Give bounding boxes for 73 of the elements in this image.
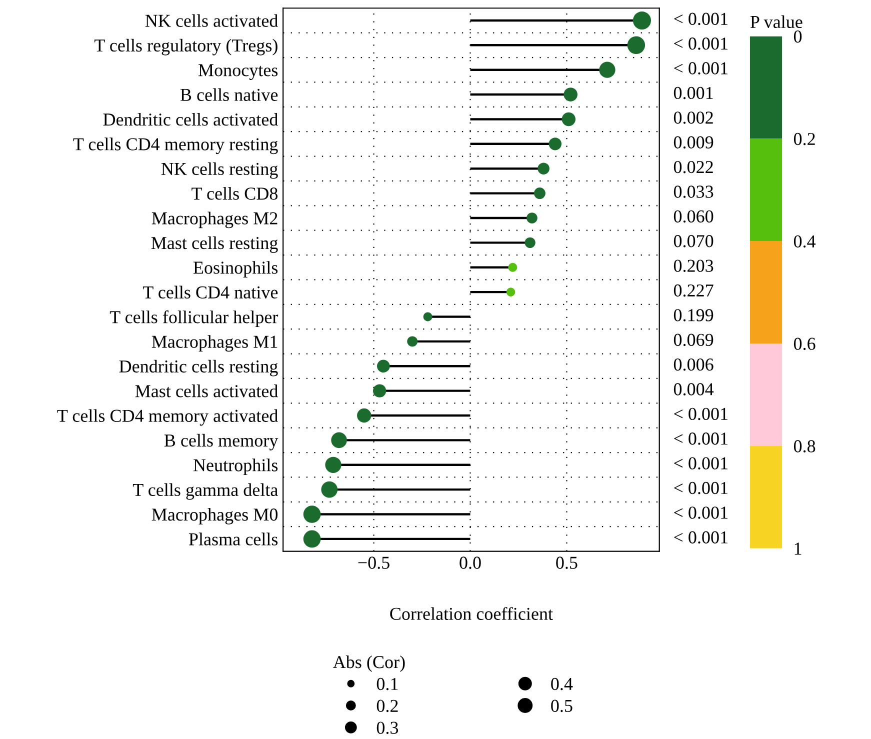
x-tick-label: 0.5	[556, 556, 578, 569]
text: < 0.001	[674, 62, 728, 74]
y-tick-label: 0.4	[794, 235, 816, 248]
text: 0.001	[674, 86, 713, 100]
text: 0.022	[674, 160, 713, 174]
y-tick-label: Dendritic cells resting	[119, 360, 278, 376]
text: 0.203	[674, 260, 714, 272]
text: 0.227	[674, 284, 714, 297]
text: < 0.001	[674, 506, 728, 519]
y-tick-label: Eosinophils	[193, 261, 278, 278]
bar	[750, 446, 782, 548]
point	[357, 408, 372, 423]
y-tick-label: Macrophages M2	[152, 212, 278, 228]
y-tick-label: T cells CD8	[192, 187, 278, 200]
y-tick-label: Plasma cells	[188, 532, 278, 546]
point	[376, 360, 390, 373]
y-tick-label: B cells native	[180, 88, 278, 101]
text: 0.002	[674, 112, 713, 124]
y-tick-label: Macrophages M0	[152, 508, 278, 524]
y-tick-label: T cells regulatory (Tregs)	[94, 38, 278, 56]
point	[548, 138, 562, 150]
bar	[750, 36, 782, 139]
y-tick-label: T cells CD4 memory resting	[73, 138, 278, 154]
y-tick-label: 0	[794, 30, 802, 43]
bar	[750, 343, 782, 446]
y-tick-label: Macrophages M1	[152, 335, 278, 352]
y-tick-label: 0.2	[794, 132, 815, 146]
y-tick-label: 1	[794, 542, 802, 555]
x-tick-label: 0.0	[460, 556, 481, 569]
point	[562, 112, 576, 126]
bar	[750, 138, 782, 242]
text: < 0.001	[674, 432, 728, 445]
text: 0.033	[674, 186, 714, 198]
y-tick-label: NK cells activated	[145, 14, 278, 27]
y-tick-label: T cells follicular helper	[110, 310, 278, 327]
text: 0.004	[674, 383, 714, 396]
text: < 0.001	[674, 457, 728, 470]
y-tick-label: Mast cells activated	[135, 384, 278, 398]
y-tick-label: 0.8	[794, 440, 816, 452]
text: 0.069	[674, 334, 714, 346]
y-tick-label: Dendritic cells activated	[103, 112, 278, 126]
text: 0.009	[674, 136, 714, 149]
y-tick-label: Monocytes	[198, 64, 278, 80]
point	[538, 162, 550, 175]
legend-label: 0.2	[376, 700, 398, 712]
y-tick-label: Neutrophils	[193, 458, 278, 475]
legend-label: 0.1	[376, 678, 398, 690]
legend-label: 0.3	[376, 722, 398, 734]
text: < 0.001	[674, 531, 728, 544]
y-tick-label: T cells CD4 native	[142, 286, 278, 298]
y-tick-label: T cells CD4 memory activated	[57, 409, 278, 426]
text: 0.006	[674, 358, 714, 371]
x-tick-label: −0.5	[358, 556, 390, 569]
y-tick-label: NK cells resting	[161, 162, 278, 179]
bar	[750, 241, 782, 344]
y-tick-label: 0.6	[794, 338, 816, 350]
text: 0.070	[674, 235, 714, 248]
point	[372, 384, 386, 398]
x-axis-title: Correlation coefficient	[390, 607, 553, 620]
text: 0.060	[674, 210, 714, 223]
legend-title: Abs (Cor)	[333, 655, 405, 672]
y-tick-label: Mast cells resting	[151, 236, 278, 253]
chart-title: P value	[750, 15, 802, 28]
text: < 0.001	[674, 408, 728, 420]
text: 0.199	[674, 309, 714, 322]
text: < 0.001	[674, 482, 728, 494]
legend-label: 0.5	[551, 700, 572, 712]
y-tick-label: B cells memory	[164, 434, 278, 450]
text: < 0.001	[674, 12, 728, 26]
point	[564, 88, 578, 102]
legend-label: 0.4	[551, 678, 573, 690]
text: < 0.001	[674, 38, 728, 50]
y-tick-label: T cells gamma delta	[132, 483, 278, 500]
